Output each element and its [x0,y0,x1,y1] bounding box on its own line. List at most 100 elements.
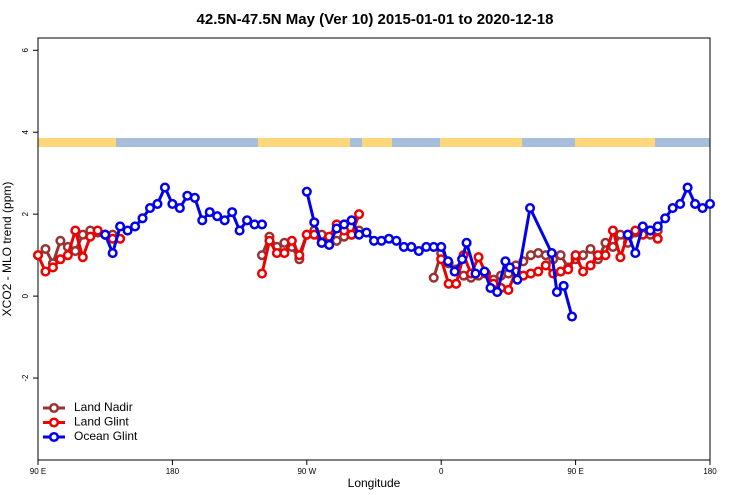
legend-label: Ocean Glint [74,429,138,443]
series-marker [563,264,574,275]
series-marker [546,248,557,259]
legend-label: Land Glint [74,415,129,429]
series-marker [85,231,96,242]
series-marker [525,202,536,214]
land-band [440,138,522,147]
series-marker [675,198,686,209]
series-marker [585,243,596,255]
x-axis-label: Longitude [348,476,401,490]
series-marker [189,192,200,203]
series-marker [122,225,133,236]
series-marker [637,221,648,232]
y-tick-label: -2 [21,374,30,382]
series-marker [630,248,641,259]
plot-frame [37,37,711,461]
series-marker [391,235,402,246]
land-ocean-band [38,138,710,147]
series-marker [473,252,484,263]
series-marker [286,235,297,246]
chart-title: 42.5N-47.5N May (Ver 10) 2015-01-01 to 2… [197,11,554,28]
series-marker [504,262,515,273]
series-marker [115,221,126,232]
series-marker [100,229,111,240]
series-marker [144,202,156,214]
series-marker [242,215,253,226]
series-marker [704,198,716,209]
series-marker [492,286,503,298]
series-marker [137,213,148,224]
legend-marker [48,417,60,428]
series-marker [301,186,312,197]
legend-label: Land Nadir [74,400,133,414]
series-marker [652,233,663,244]
series-marker [690,198,701,209]
series-marker [70,225,81,236]
series-marker [264,235,275,246]
series-marker [346,215,357,226]
series-marker [533,266,544,277]
series-marker [339,219,350,230]
series-marker [645,225,656,236]
series-marker [406,241,417,253]
series-marker [361,227,372,238]
series-marker [152,198,163,209]
y-tick-label: 6 [21,48,30,53]
series-marker [40,243,51,255]
series-marker [40,266,51,277]
x-tick-label: 180 [166,467,180,476]
series-marker [461,237,472,248]
series-marker [32,250,44,261]
series-marker [600,250,611,261]
series-marker [503,284,514,296]
series-marker [309,217,320,228]
series-marker [667,202,678,214]
series-marker [558,280,569,291]
series-marker [62,250,73,261]
series-marker [77,252,88,263]
series-marker [630,225,641,236]
series-marker [92,225,103,236]
series-marker [331,235,342,246]
series-marker [555,250,566,261]
series-marker [55,254,66,265]
series-marker [234,225,245,236]
series-marker [585,260,596,271]
series-marker [324,239,335,250]
series-marker [107,248,118,259]
land-band [258,138,350,147]
series-marker [331,223,342,234]
y-tick-label: 0 [21,293,30,298]
series-marker [479,266,490,277]
land-band [38,138,116,147]
series-marker [227,207,238,218]
series-marker [660,213,671,224]
series-marker [449,266,460,277]
series-marker [566,311,578,322]
series-marker [470,268,481,279]
series-marker [55,235,66,246]
series-marker [428,272,439,283]
legend-marker [48,431,60,443]
series-marker [682,182,693,193]
x-tick-label: 0 [439,467,444,476]
series-marker [607,225,618,236]
series-marker [436,241,447,253]
series-marker [443,256,454,267]
series-marker [167,198,178,209]
series-marker [451,278,462,289]
y-axis-label: XCO2 - MLO trend (ppm) [0,182,14,317]
series-marker [212,211,223,222]
series-marker [294,250,305,261]
series-marker [512,274,523,285]
series-marker [615,252,626,263]
series-marker [130,221,141,232]
series-marker [622,229,633,240]
series-marker [174,202,185,214]
series-marker [70,245,81,257]
series-marker [47,262,58,273]
series-marker [413,245,424,257]
series-marker [570,250,581,261]
series-marker [697,202,708,214]
